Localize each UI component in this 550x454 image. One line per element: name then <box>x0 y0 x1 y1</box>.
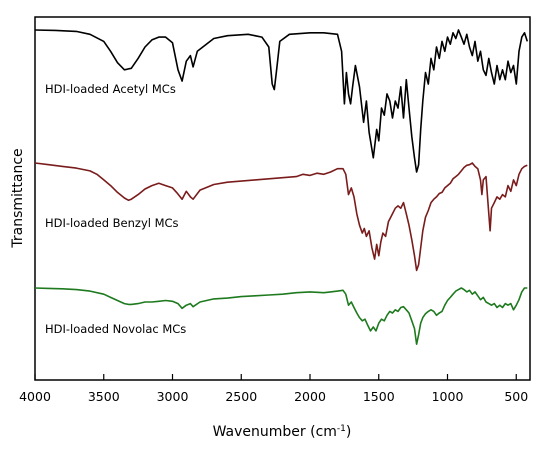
series-layer <box>34 29 529 345</box>
x-tick-label: 1000 <box>432 389 464 404</box>
series-line-2 <box>34 287 528 345</box>
x-tick-label: 2500 <box>225 389 257 404</box>
x-tick-label: 1500 <box>363 389 395 404</box>
x-tick-label: 4000 <box>19 389 51 404</box>
x-axis-title-main: Wavenumber (cm <box>213 424 337 440</box>
series-label-novolac: HDI-loaded Novolac MCs <box>45 322 186 336</box>
x-tick-label: 500 <box>504 389 528 404</box>
x-axis-ticks: 4000 3500 3000 2500 2000 1500 1000 500 <box>19 374 528 404</box>
x-axis-title: Wavenumber (cm-1) <box>213 424 352 440</box>
series-line-0 <box>34 29 529 173</box>
x-axis-title-superscript: -1 <box>337 424 346 434</box>
plot-area: 4000 3500 3000 2500 2000 1500 1000 500 <box>19 16 531 404</box>
series-label-acetyl: HDI-loaded Acetyl MCs <box>45 82 176 96</box>
plot-frame <box>34 16 531 381</box>
x-tick-label: 3000 <box>157 389 189 404</box>
x-axis-title-close: ) <box>346 424 351 440</box>
x-tick-label: 3500 <box>88 389 120 404</box>
series-line-1 <box>34 162 528 272</box>
y-axis-title: Transmittance <box>10 148 26 248</box>
x-tick-label: 2000 <box>294 389 326 404</box>
series-label-benzyl: HDI-loaded Benzyl MCs <box>45 216 179 230</box>
